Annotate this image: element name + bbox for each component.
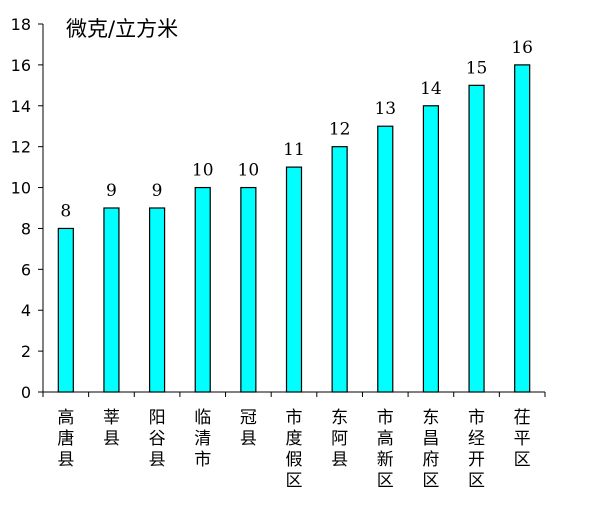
- data-label-7: 13: [374, 99, 396, 119]
- y-tick-label-1: 2: [21, 342, 31, 361]
- bars: [57, 64, 531, 393]
- data-label-5: 11: [283, 140, 305, 160]
- y-tick-label-9: 18: [11, 15, 31, 34]
- category-label-5-char-1: 度: [286, 429, 303, 449]
- category-label-8-char-1: 昌: [422, 429, 439, 449]
- category-label-5-char-0: 市: [286, 408, 303, 428]
- category-label-0-char-2: 县: [57, 450, 74, 470]
- y-tick-label-2: 4: [21, 301, 31, 320]
- category-label-3-char-0: 临: [194, 408, 211, 428]
- category-label-2-char-1: 谷: [149, 429, 166, 449]
- bar-7: [377, 125, 394, 393]
- category-label-6-char-1: 阿: [331, 429, 348, 449]
- bar-9: [468, 84, 485, 393]
- labels: 0246810121416188高唐县9莘县9阳谷县10临清市10冠县11市度假…: [11, 15, 533, 491]
- category-label-8-char-3: 区: [422, 471, 439, 491]
- y-tick-label-0: 0: [21, 383, 31, 402]
- axes: [38, 23, 546, 397]
- y-tick-label-8: 16: [11, 56, 31, 75]
- y-tick-label-4: 8: [21, 219, 31, 238]
- bar-8: [422, 105, 440, 393]
- bar-1: [103, 207, 120, 393]
- data-label-9: 15: [466, 58, 488, 78]
- category-label-7-char-2: 新: [377, 450, 394, 470]
- category-label-8-char-0: 东: [422, 408, 439, 428]
- category-label-0-char-1: 唐: [57, 428, 74, 449]
- category-label-6-char-0: 东: [331, 408, 348, 428]
- category-label-9-char-3: 区: [468, 471, 485, 491]
- data-label-3: 10: [192, 161, 214, 181]
- bar-2: [148, 207, 166, 393]
- category-label-9-char-2: 开: [468, 450, 485, 470]
- category-label-2-char-2: 县: [149, 450, 166, 470]
- category-label-7-char-1: 高: [377, 429, 394, 449]
- category-label-1-char-0: 莘: [103, 408, 120, 428]
- y-tick-label-3: 6: [21, 260, 31, 279]
- data-label-10: 16: [511, 38, 533, 58]
- category-label-1-char-1: 县: [103, 429, 120, 449]
- y-axis-unit-label: 微克/立方米: [66, 17, 178, 41]
- category-label-3-char-2: 市: [194, 450, 211, 470]
- category-label-3-char-1: 清: [194, 429, 211, 449]
- category-label-7-char-0: 市: [377, 408, 394, 428]
- bar-4: [240, 186, 257, 393]
- category-label-0-char-0: 高: [57, 408, 74, 428]
- bar-5: [285, 166, 303, 393]
- category-label-10-char-2: 区: [514, 450, 531, 470]
- category-label-5-char-2: 假: [286, 450, 303, 470]
- category-label-4-char-1: 县: [240, 429, 257, 449]
- category-label-6-char-2: 县: [331, 450, 348, 470]
- data-label-0: 8: [60, 201, 71, 221]
- data-label-8: 14: [420, 79, 442, 99]
- category-label-10-char-0: 茌: [514, 408, 531, 428]
- category-label-5-char-3: 区: [286, 471, 303, 491]
- category-label-9-char-0: 市: [468, 408, 485, 428]
- category-label-4-char-0: 冠: [240, 408, 257, 428]
- bar-6: [331, 146, 348, 393]
- bar-3: [194, 186, 211, 393]
- data-label-1: 9: [106, 181, 117, 201]
- category-label-7-char-3: 区: [377, 471, 394, 491]
- category-label-8-char-2: 府: [422, 450, 439, 470]
- bar-10: [514, 64, 531, 393]
- category-label-2-char-0: 阳: [149, 408, 166, 428]
- y-tick-label-5: 10: [11, 179, 31, 198]
- y-tick-label-7: 14: [11, 97, 31, 116]
- y-tick-label-6: 12: [11, 138, 31, 157]
- category-label-9-char-1: 经: [468, 429, 485, 449]
- bar-0: [57, 227, 74, 393]
- data-label-4: 10: [238, 161, 260, 181]
- category-label-10-char-1: 平: [514, 429, 531, 449]
- data-label-6: 12: [329, 120, 351, 140]
- data-label-2: 9: [152, 181, 163, 201]
